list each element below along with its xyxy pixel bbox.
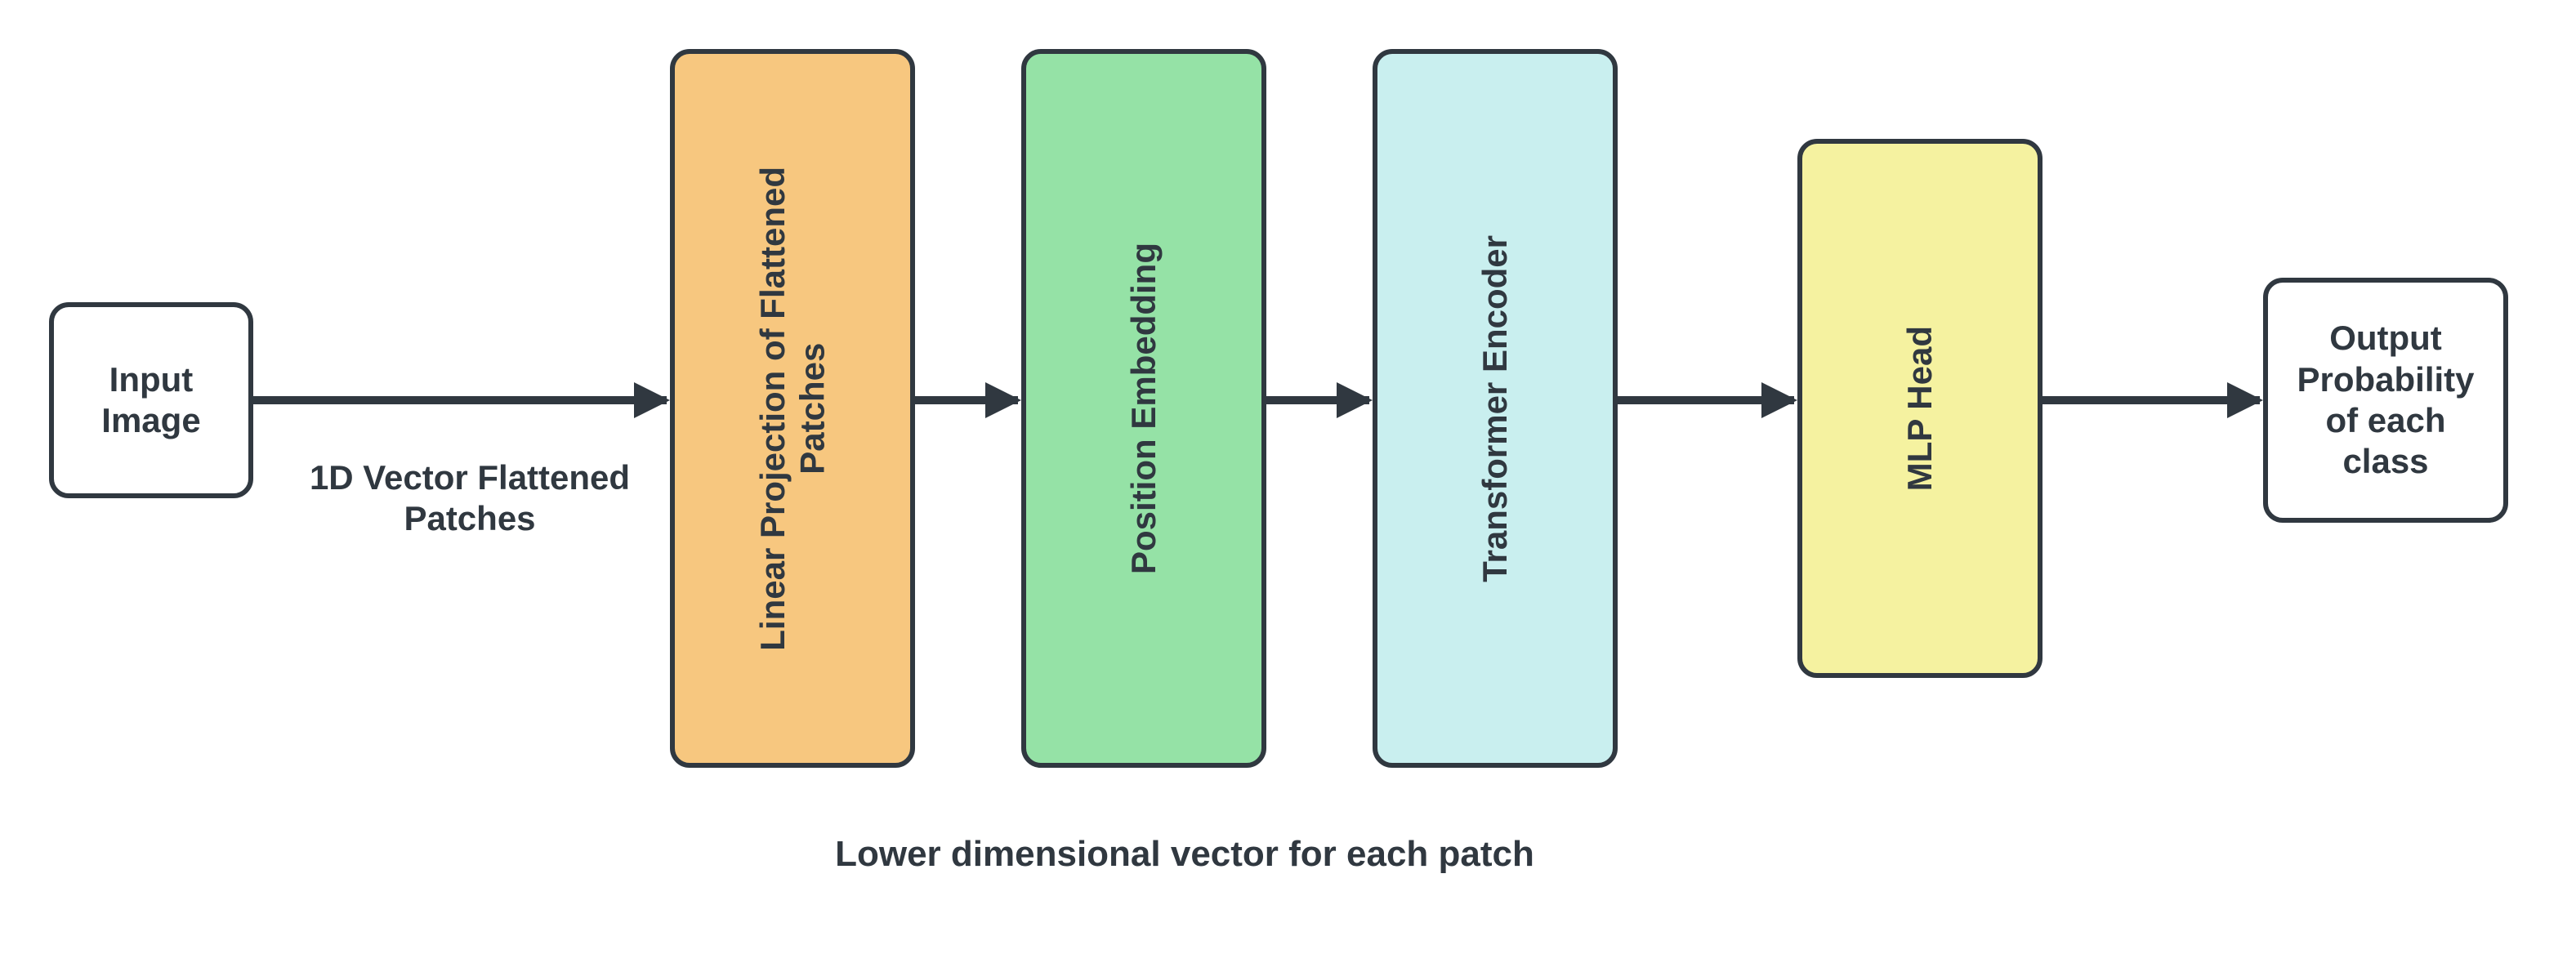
diagram-canvas: Input Image Linear Projection of Flatten… — [0, 0, 2576, 954]
block-input-image-label: Input Image — [101, 359, 200, 442]
block-output-probability-label: Output Probability of each class — [2297, 318, 2474, 483]
block-transformer-encoder: Transformer Encoder — [1373, 49, 1618, 768]
edge-label-flattened-patches: 1D Vector Flattened Patches — [278, 457, 662, 540]
caption-lower-dimensional: Lower dimensional vector for each patch — [752, 833, 1618, 876]
block-position-embedding: Position Embedding — [1021, 49, 1266, 768]
block-linear-projection: Linear Projection of Flattened Patches — [670, 49, 915, 768]
block-output-probability: Output Probability of each class — [2263, 278, 2508, 523]
block-transformer-encoder-label: Transformer Encoder — [1476, 235, 1515, 582]
block-mlp-head: MLP Head — [1797, 139, 2042, 678]
block-linear-projection-label: Linear Projection of Flattened Patches — [753, 167, 833, 651]
block-mlp-head-label: MLP Head — [1900, 326, 1940, 491]
block-position-embedding-label: Position Embedding — [1124, 243, 1163, 574]
block-input-image: Input Image — [49, 302, 253, 498]
